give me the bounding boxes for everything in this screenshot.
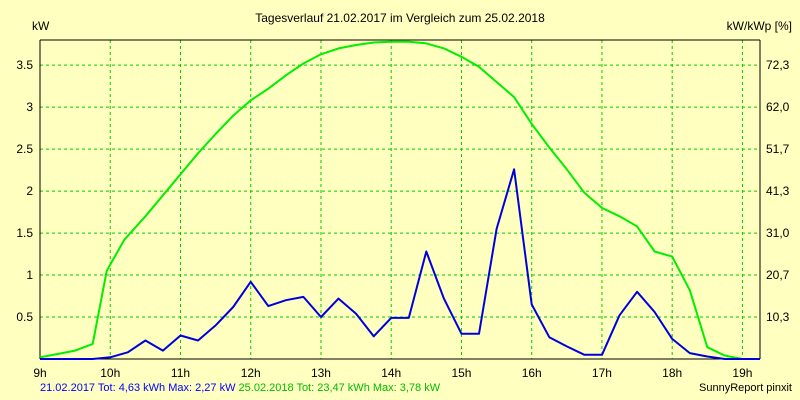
grid-lines: [39, 40, 760, 359]
y-tick-right-label: 31,0: [766, 226, 790, 240]
chart-title: Tagesverlauf 21.02.2017 im Vergleich zum…: [255, 11, 545, 25]
y-tick-right-label: 51,7: [766, 142, 790, 156]
footer-series1: 21.02.2017 Tot: 4,63 kWh Max: 2,27 kW: [40, 382, 236, 394]
y-axis-label-right: kW/kWp [%]: [726, 19, 792, 33]
y-tick-right-label: 72,3: [766, 58, 790, 72]
series-line-25-02-2018: [39, 40, 760, 360]
x-tick-label: 11h: [171, 366, 190, 380]
y-tick-left-label: 2.5: [16, 142, 33, 156]
x-tick-label: 18h: [662, 366, 682, 380]
footer-series2: 25.02.2018 Tot: 23,47 kWh Max: 3,78 kW: [238, 382, 441, 394]
y-tick-right-label: 10,3: [766, 310, 790, 324]
x-tick-label: 9h: [33, 366, 46, 380]
y-tick-left-label: 1: [26, 268, 33, 282]
tick-labels: 0.5 10,3 1 20,7 1.5 31,0 2 41,3 2.5 51,7 3 62,0 3.5 7…: [16, 58, 789, 380]
plot-area: [40, 40, 760, 359]
x-tick-label: 14h: [381, 366, 401, 380]
x-tick-label: 12h: [241, 366, 261, 380]
series-lines: [39, 40, 760, 360]
x-tick-label: 15h: [451, 366, 471, 380]
y-tick-right-label: 20,7: [766, 268, 790, 282]
x-tick-label: 10h: [100, 366, 120, 380]
y-tick-right-label: 41,3: [766, 184, 790, 198]
x-tick-label: 16h: [522, 366, 542, 380]
y-tick-left-label: 0.5: [16, 310, 33, 324]
y-tick-left-label: 3: [26, 100, 33, 114]
y-tick-left-label: 2: [26, 184, 33, 198]
axes: [39, 39, 761, 360]
footer-summary: 21.02.2017 Tot: 4,63 kWh Max: 2,27 kW 25…: [40, 382, 440, 394]
y-tick-right-label: 62,0: [766, 100, 790, 114]
brand-label: SunnyReport pinxit: [699, 382, 792, 394]
x-tick-label: 19h: [732, 366, 752, 380]
x-tick-label: 13h: [311, 366, 331, 380]
y-tick-left-label: 1.5: [16, 226, 33, 240]
y-tick-left-label: 3.5: [16, 58, 33, 72]
series-line-21-02-2017: [40, 168, 760, 360]
y-axis-label-left: kW: [32, 19, 50, 33]
x-tick-label: 17h: [592, 366, 612, 380]
